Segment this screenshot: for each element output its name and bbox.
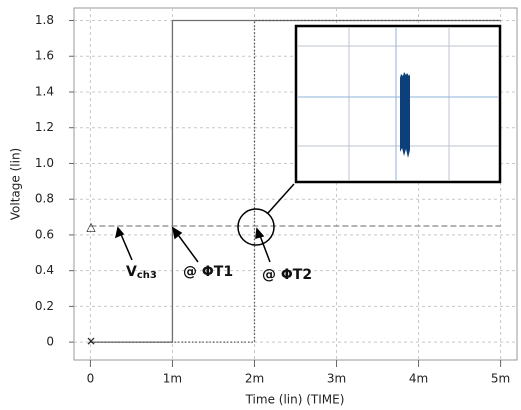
y-axis-label: Voltage (lin) xyxy=(9,148,23,220)
x-tick-label: 3m xyxy=(327,372,346,386)
y-tick-label: 1.4 xyxy=(35,84,54,98)
x-axis-label: Time (lin) (TIME) xyxy=(245,393,345,407)
chart: ✕ △ Time (lin) (TIME) Voltage (lin) Vch3… xyxy=(0,0,521,410)
x-tick-label: 5m xyxy=(491,372,510,386)
y-tick-label: 0 xyxy=(46,335,54,349)
marker: △ xyxy=(86,220,96,234)
y-tick-label: 1.2 xyxy=(35,120,54,134)
y-tick-label: 1.8 xyxy=(35,13,54,27)
y-tick-label: 0.8 xyxy=(35,192,54,206)
y-tick-label: 1.6 xyxy=(35,49,54,63)
y-tick-label: 0.6 xyxy=(35,227,54,241)
annotation: @ ΦT1 xyxy=(183,264,233,280)
annotation: @ ΦT2 xyxy=(262,267,312,283)
x-tick-label: 4m xyxy=(409,372,428,386)
x-tick-label: 2m xyxy=(245,372,264,386)
y-tick-label: 1.0 xyxy=(35,156,54,170)
marker: ✕ xyxy=(86,335,96,349)
x-tick-label: 1m xyxy=(163,372,182,386)
y-tick-label: 0.4 xyxy=(35,263,54,277)
inset xyxy=(296,26,500,182)
y-tick-label: 0.2 xyxy=(35,299,54,313)
x-tick-label: 0 xyxy=(87,372,95,386)
